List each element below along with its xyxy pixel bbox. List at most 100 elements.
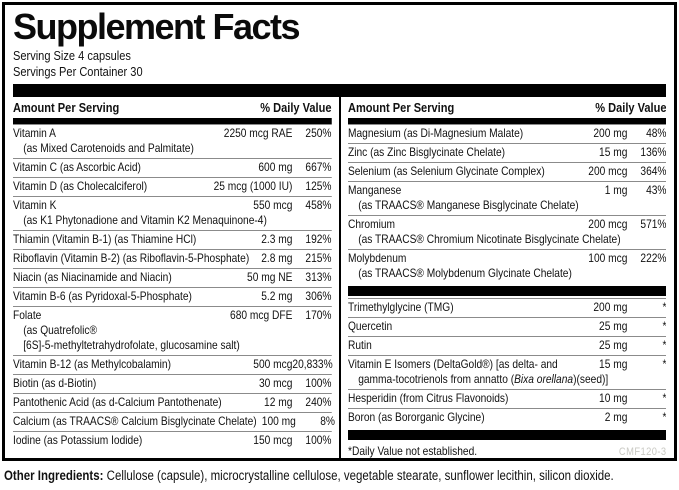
table-row: Trimethylglycine (TMG) 200 mg * [347,298,666,317]
column-divider [338,97,341,458]
nutrient-daily-value: 192% [305,232,332,246]
nutrient-name: Zinc (as Zinc Bisglycinate Chelate) [347,145,505,159]
table-row: Manganese 1 mg 43% (as TRAACS® Manganese… [347,181,666,215]
nutrient-name: Pantothenic Acid (as d-Calcium Pantothen… [13,395,222,409]
nutrient-daily-value: 313% [305,270,332,284]
nutrient-name: Hesperidin (from Citrus Flavonoids) [347,391,508,405]
nutrient-daily-value: 571% [639,217,666,231]
nutrient-daily-value: * [662,410,666,424]
nutrient-daily-value: * [662,391,666,405]
nutrient-amount: 680 mcg DFE [230,308,293,322]
left-column-header: Amount Per Serving % Daily Value [13,97,331,118]
footnote-row: *Daily Value not established. CMF120-3 [348,442,666,458]
nutrient-subline: (as TRAACS® Manganese Bisglycinate Chela… [357,198,579,212]
nutrient-daily-value: 170% [305,308,332,322]
column-header-bar [347,118,666,124]
table-row: Riboflavin (Vitamin B-2) (as Riboflavin-… [13,249,332,268]
right-column-header: Amount Per Serving % Daily Value [348,97,666,118]
left-column: Amount Per Serving % Daily Value Vitamin… [13,97,339,458]
supplement-facts-panel: Supplement Facts Serving Size 4 capsules… [2,2,677,461]
serving-size: Serving Size 4 capsules [13,48,131,63]
other-ingredients-label: Other Ingredients: [4,468,104,483]
nutrient-daily-value: 215% [305,251,332,265]
nutrient-name: Riboflavin (Vitamin B-2) (as Riboflavin-… [13,251,250,265]
nutrient-name: Vitamin E Isomers (DeltaGold®) [as delta… [347,357,558,371]
nutrient-daily-value: 250% [305,126,332,140]
nutrient-daily-value: 306% [305,289,332,303]
nutrient-name: Niacin (as Niacinamide and Niacin) [13,270,172,284]
table-row: Thiamin (Vitamin B-1) (as Thiamine HCl) … [13,230,332,249]
nutrient-subline: (as TRAACS® Chromium Nicotinate Bisglyci… [357,232,621,246]
table-row: Niacin (as Niacinamide and Niacin) 50 mg… [13,268,332,287]
nutrient-subline: (as Quatrefolic® [23,323,98,337]
nutrient-name: Vitamin D (as Cholecalciferol) [13,179,148,193]
table-row: Boron (as Bororganic Glycine) 2 mg * [347,408,666,427]
nutrient-amount: 1 mg [604,183,627,197]
daily-value-footnote: *Daily Value not established. [347,444,477,458]
nutrient-amount: 500 mcg [253,357,293,371]
nutrient-amount: 25 mcg (1000 IU) [213,179,293,193]
nutrient-amount: 2250 mcg RAE [223,126,293,140]
table-row: Molybdenum 100 mcg 222% (as TRAACS® Moly… [347,249,666,283]
nutrient-name: Selenium (as Selenium Glycinate Complex) [347,164,545,178]
nutrient-daily-value: 667% [305,160,332,174]
nutrient-subline: (as TRAACS® Molybdenum Glycinate Chelate… [357,266,572,280]
nutrient-amount: 2.8 mg [261,251,293,265]
table-row: Biotin (as d-Biotin) 30 mcg 100% [13,374,332,393]
nutrient-subline: (as K1 Phytonadione and Vitamin K2 Menaq… [23,213,267,227]
nutrient-name: Magnesium (as Di-Magnesium Malate) [347,126,523,140]
nutrient-name: Molybdenum [347,251,406,265]
nutrient-daily-value: 100% [305,433,332,447]
nutrient-daily-value: 136% [639,145,666,159]
nutrient-name: Vitamin C (as Ascorbic Acid) [13,160,141,174]
nutrient-subline: gamma-tocotrienols from annatto (Bixa or… [357,372,608,386]
nutrient-name: Trimethylglycine (TMG) [347,300,454,314]
nutrient-name: Vitamin B-12 (as Methylcobalamin) [13,357,171,371]
nutrient-name: Manganese [347,183,401,197]
nutrient-amount: 150 mcg [253,433,293,447]
header-divider-bar [13,84,666,97]
nutrient-amount: 100 mg [261,414,296,428]
nutrient-amount: 10 mg [598,391,627,405]
nutrient-amount: 100 mcg [587,251,627,265]
nutrient-name: Rutin [347,338,372,352]
nutrient-daily-value: 364% [639,164,666,178]
nutrient-amount: 200 mg [592,126,627,140]
nutrient-amount: 2.3 mg [261,232,293,246]
nutrient-name: Chromium [347,217,395,231]
table-row: Vitamin E Isomers (DeltaGold®) [as delta… [347,355,666,389]
nutrient-amount: 600 mg [258,160,293,174]
table-row: Vitamin B-12 (as Methylcobalamin) 500 mc… [13,355,333,374]
nutrient-name: Quercetin [347,319,392,333]
nutrient-name: Vitamin K [13,198,57,212]
other-ingredient-rows: Trimethylglycine (TMG) 200 mg * Querceti… [347,298,666,427]
right-column: Amount Per Serving % Daily Value Magnesi… [341,97,667,458]
daily-value-header: % Daily Value [260,100,332,115]
nutrient-subline-2: [6S]-5-methyltetrahydrofolate, glucosami… [23,338,240,352]
product-code: CMF120-3 [618,446,666,458]
table-row: Hesperidin (from Citrus Flavonoids) 10 m… [347,389,666,408]
nutrient-daily-value: 100% [305,376,332,390]
amount-per-serving-header: Amount Per Serving [13,100,120,115]
left-nutrient-rows: Vitamin A 2250 mcg RAE 250% (as Mixed Ca… [13,124,335,450]
nutrient-name: Folate [13,308,42,322]
table-row: Vitamin D (as Cholecalciferol) 25 mcg (1… [13,177,332,196]
nutrient-amount: 25 mg [598,338,627,352]
nutrient-amount: 200 mcg [587,217,627,231]
nutrient-daily-value: 43% [645,183,666,197]
nutrient-amount: 12 mg [264,395,293,409]
table-row: Zinc (as Zinc Bisglycinate Chelate) 15 m… [347,143,666,162]
nutrient-amount: 30 mcg [258,376,293,390]
nutrient-amount: 200 mcg [587,164,627,178]
nutrient-amount: 15 mg [598,357,627,371]
table-row: Vitamin C (as Ascorbic Acid) 600 mg 667% [13,158,332,177]
nutrient-daily-value: 222% [639,251,666,265]
other-ingredients-text: Cellulose (capsule), microcrystalline ce… [103,468,614,483]
nutrient-name: Vitamin B-6 (as Pyridoxal-5-Phosphate) [13,289,192,303]
column-header-bar [13,118,332,124]
nutrient-name: Vitamin A [13,126,56,140]
nutrient-amount: 2 mg [604,410,627,424]
nutrient-amount: 5.2 mg [261,289,293,303]
table-row: Selenium (as Selenium Glycinate Complex)… [347,162,666,181]
nutrient-amount: 550 mcg [253,198,293,212]
